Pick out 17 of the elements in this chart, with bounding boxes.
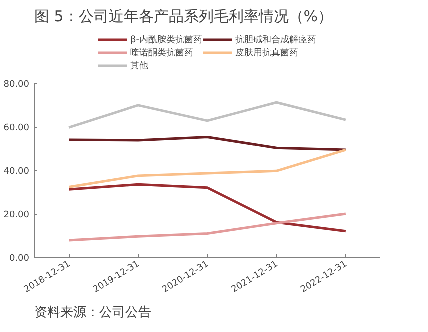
y-tick-label: 80.00 (4, 80, 30, 90)
y-tick-label: 40.00 (4, 167, 30, 177)
y-tick-label: 0.00 (9, 254, 30, 264)
y-tick-label: 20.00 (4, 210, 30, 220)
legend-label: β-内酰胺类抗菌药 (130, 34, 202, 46)
line-series (68, 148, 348, 188)
line-series (68, 101, 348, 129)
chart-title: 图 5：公司近年各产品系列毛利率情况（%） (34, 8, 334, 26)
legend-label: 其他 (130, 60, 150, 72)
y-tick-label: 60.00 (4, 124, 30, 134)
legend-label: 喹诺酮类抗菌药 (130, 47, 194, 59)
line-series (68, 212, 348, 242)
text: 资料来源：公司公告 (34, 306, 152, 320)
legend-label: 皮肤用抗真菌药 (236, 47, 298, 59)
line-series (68, 183, 348, 233)
line-series (68, 136, 348, 152)
legend-label: 抗胆碱和合成解痉药 (236, 34, 316, 46)
